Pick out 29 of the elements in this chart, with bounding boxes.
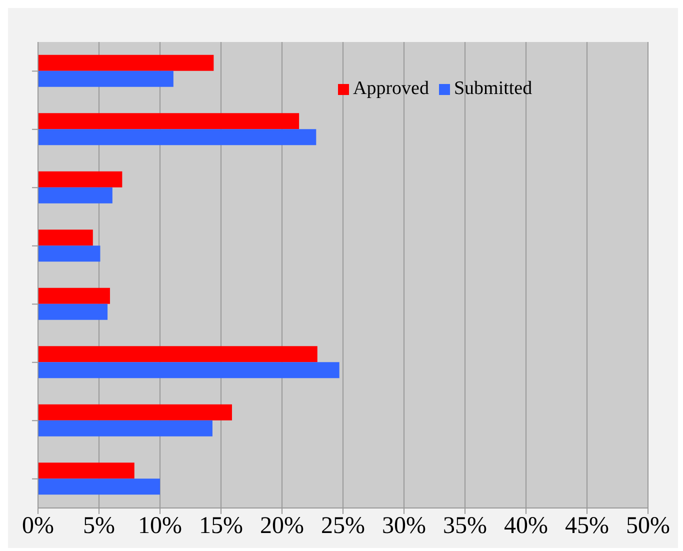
bar: [38, 230, 93, 246]
legend-label: Submitted: [454, 78, 532, 99]
x-tick-label: 40%: [504, 513, 548, 540]
x-tick-label: 5%: [83, 513, 115, 540]
x-tick-label: 35%: [443, 513, 487, 540]
bar: [38, 187, 112, 204]
bar: [38, 304, 108, 320]
x-tick-label: 10%: [138, 513, 182, 540]
bar: [38, 346, 318, 362]
legend-label: Approved: [353, 78, 429, 99]
bar: [38, 54, 214, 71]
x-tick-label: 20%: [260, 513, 304, 540]
bar: [38, 362, 340, 378]
x-tick-label: 0%: [22, 513, 54, 540]
x-tick-label: 50%: [626, 513, 670, 540]
bar: [38, 288, 110, 304]
bar: [38, 70, 174, 87]
bar: [38, 171, 122, 188]
bar: [38, 113, 300, 130]
x-tick-label: 30%: [382, 513, 426, 540]
bar: [38, 246, 100, 262]
x-tick-label: 25%: [321, 513, 365, 540]
bar: [38, 129, 316, 146]
bar: [38, 478, 160, 495]
bar: [38, 420, 212, 436]
bar: [38, 462, 134, 479]
bar: [38, 404, 232, 420]
x-tick-label: 45%: [565, 513, 609, 540]
x-tick-label: 15%: [199, 513, 243, 540]
